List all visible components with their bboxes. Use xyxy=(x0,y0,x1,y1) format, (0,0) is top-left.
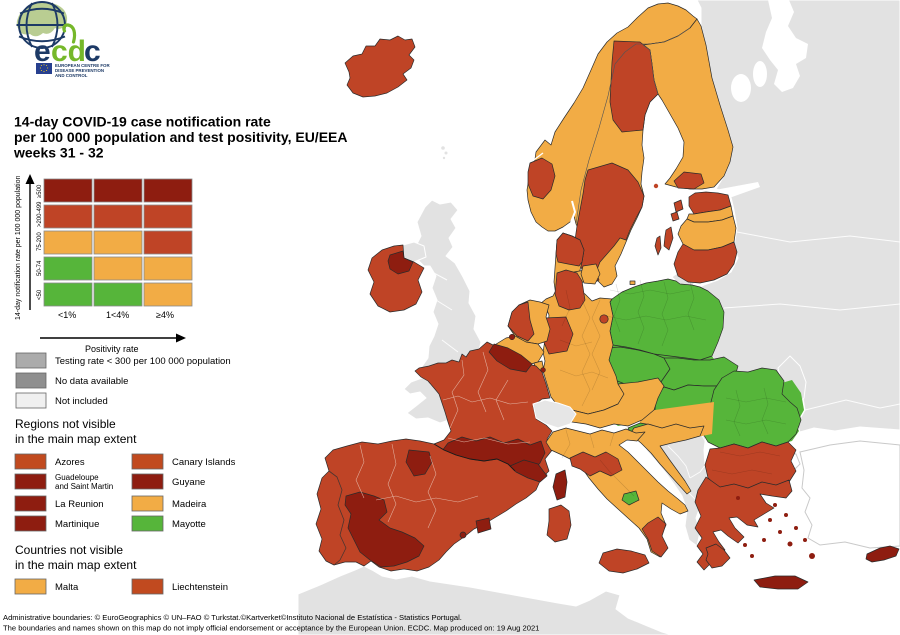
svg-text:Guyane: Guyane xyxy=(172,477,205,488)
svg-text:Not included: Not included xyxy=(55,396,108,407)
svg-text:Guadeloupe: Guadeloupe xyxy=(55,473,99,482)
svg-text:per 100 000 population and tes: per 100 000 population and test positivi… xyxy=(14,129,347,145)
svg-text:Regions not visible: Regions not visible xyxy=(15,417,116,431)
svg-text:Countries not visible: Countries not visible xyxy=(15,543,123,557)
svg-text:>200-499: >200-499 xyxy=(37,201,43,227)
svg-text:AND CONTROL: AND CONTROL xyxy=(55,73,88,78)
svg-text:Positivity rate: Positivity rate xyxy=(85,344,139,354)
svg-text:<50: <50 xyxy=(37,289,43,300)
svg-text:14-day COVID-19 case notificat: 14-day COVID-19 case notification rate xyxy=(14,114,271,130)
svg-text:EUROPEAN CENTRE FOR: EUROPEAN CENTRE FOR xyxy=(55,63,110,68)
svg-text:Liechtenstein: Liechtenstein xyxy=(172,582,228,593)
svg-text:La Reunion: La Reunion xyxy=(55,499,104,510)
svg-text:50-74: 50-74 xyxy=(37,260,43,276)
svg-text:Testing rate < 300 per 100 000: Testing rate < 300 per 100 000 populatio… xyxy=(55,356,231,367)
svg-text:Malta: Malta xyxy=(55,582,79,593)
svg-text:Madeira: Madeira xyxy=(172,499,207,510)
svg-text:and Saint Martin: and Saint Martin xyxy=(55,482,113,491)
svg-text:The boundaries and names shown: The boundaries and names shown on this m… xyxy=(3,624,539,633)
svg-text:e: e xyxy=(34,35,51,68)
svg-text:≥4%: ≥4% xyxy=(156,310,174,320)
svg-text:14-day notification rate per 1: 14-day notification rate per 100 000 pop… xyxy=(15,176,22,320)
svg-text:DISEASE PREVENTION: DISEASE PREVENTION xyxy=(55,68,104,73)
svg-text:1<4%: 1<4% xyxy=(106,310,129,320)
svg-text:c: c xyxy=(84,35,101,68)
svg-text:Canary Islands: Canary Islands xyxy=(172,457,236,468)
svg-text:weeks 31 - 32: weeks 31 - 32 xyxy=(13,145,104,161)
svg-text:in the main map extent: in the main map extent xyxy=(15,558,137,572)
svg-text:Azores: Azores xyxy=(55,457,85,468)
svg-text:No data available: No data available xyxy=(55,376,128,387)
svg-text:75-200: 75-200 xyxy=(37,232,43,251)
svg-text:Administrative boundaries: © E: Administrative boundaries: © EuroGeograp… xyxy=(3,613,462,622)
svg-text:cd: cd xyxy=(51,35,86,68)
svg-text:<1%: <1% xyxy=(58,310,76,320)
svg-text:Martinique: Martinique xyxy=(55,519,99,530)
svg-text:Mayotte: Mayotte xyxy=(172,519,206,530)
svg-text:≥500: ≥500 xyxy=(37,184,43,198)
svg-text:in the main map extent: in the main map extent xyxy=(15,432,137,446)
